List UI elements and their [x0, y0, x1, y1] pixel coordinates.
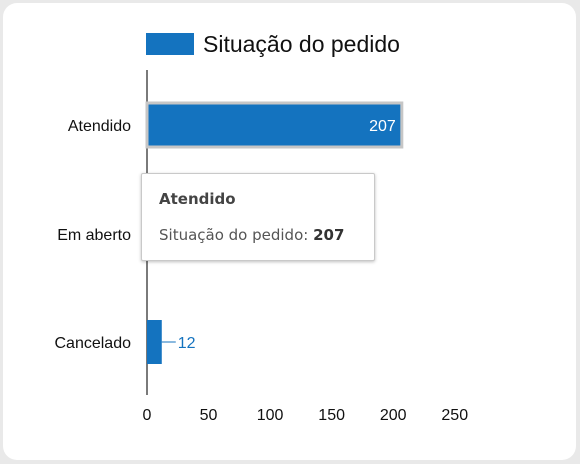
tooltip-series-label: Situação do pedido:: [159, 226, 309, 244]
data-label: 12: [178, 335, 196, 352]
tooltip-value: 207: [313, 226, 345, 244]
x-tick-label: 250: [441, 407, 468, 424]
data-label: 207: [369, 118, 396, 135]
legend-label: Situação do pedido: [203, 31, 400, 57]
bar: [147, 320, 162, 364]
tooltip-title: Atendido: [159, 190, 236, 208]
x-tick-label: 200: [380, 407, 407, 424]
x-tick-label: 0: [143, 407, 152, 424]
x-tick-label: 150: [318, 407, 345, 424]
x-tick-label: 50: [200, 407, 218, 424]
chart-tooltip: Atendido Situação do pedido: 207: [141, 173, 375, 261]
x-tick-label: 100: [257, 407, 284, 424]
legend-swatch: [146, 33, 194, 55]
category-label: Cancelado: [55, 335, 132, 352]
bar: [145, 101, 404, 149]
category-label: Em aberto: [57, 227, 131, 244]
tooltip-line: Situação do pedido: 207: [159, 226, 357, 244]
category-label: Atendido: [68, 118, 131, 135]
